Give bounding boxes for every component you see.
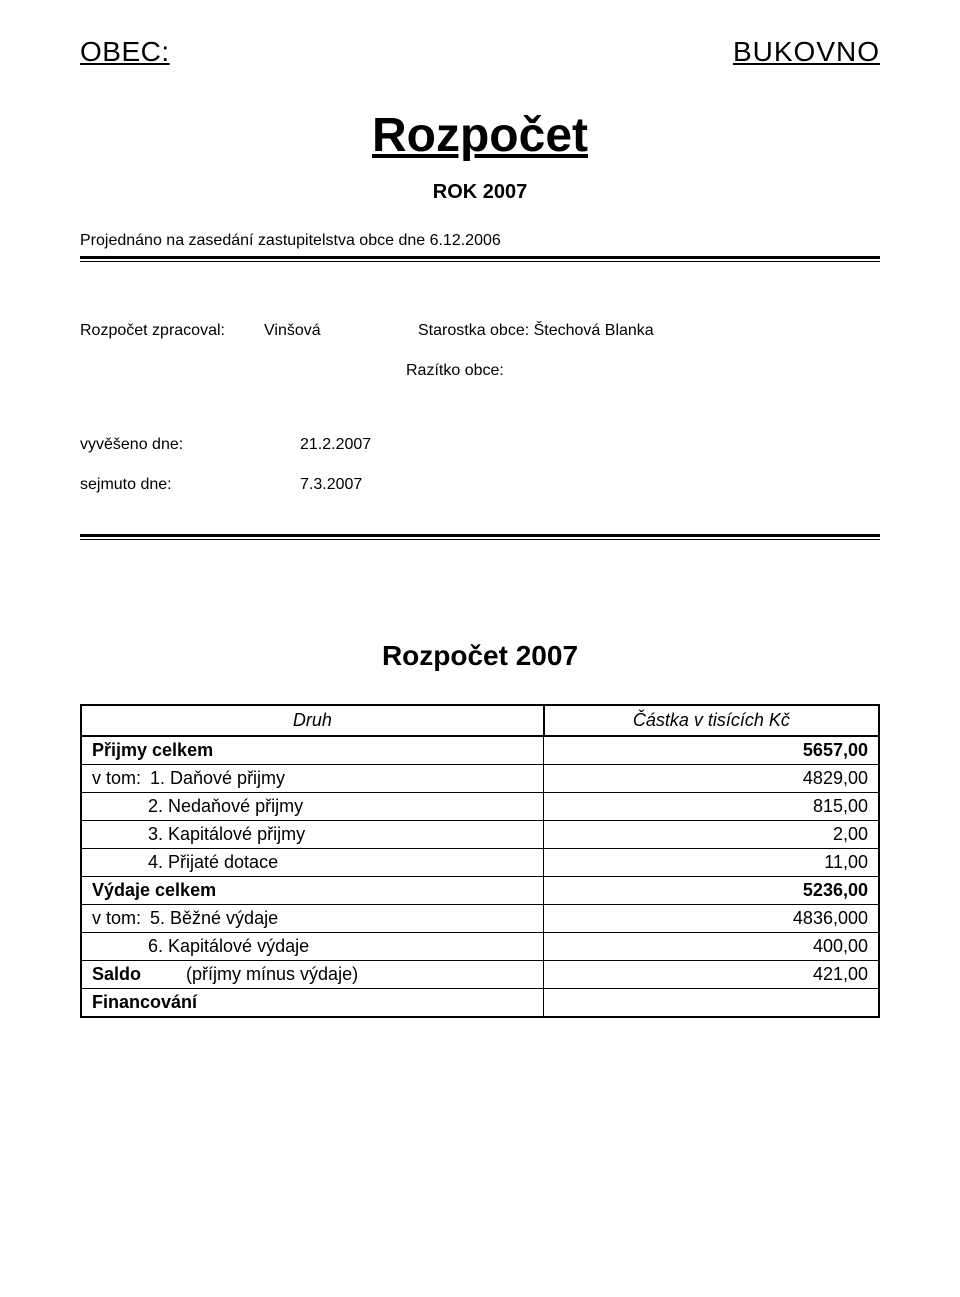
page-subtitle: ROK 2007: [80, 181, 880, 204]
table-row: v tom:1. Daňové přijmy 4829,00: [81, 765, 879, 793]
table-header-row: Druh Částka v tisících Kč: [81, 705, 879, 736]
meta-block: Rozpočet zpracoval: Vinšová Starostka ob…: [80, 322, 880, 380]
cell-value: 5657,00: [544, 736, 879, 765]
removed-value: 7.3.2007: [300, 476, 362, 494]
table-row: Výdaje celkem 5236,00: [81, 877, 879, 905]
cell-value: [544, 989, 879, 1018]
header-label: OBEC:: [80, 36, 170, 68]
header-municipality: BUKOVNO: [733, 36, 880, 68]
header-line: OBEC: BUKOVNO: [80, 36, 880, 68]
table-row: 6. Kapitálové výdaje 400,00: [81, 933, 879, 961]
page-title: Rozpočet: [80, 108, 880, 163]
saldo-suffix: (příjmy mínus výdaje): [186, 964, 358, 984]
zpracoval-label: Rozpočet zpracoval:: [80, 322, 250, 340]
meeting-line: Projednáno na zasedání zastupitelstva ob…: [80, 232, 880, 250]
table-row: Saldo (příjmy mínus výdaje) 421,00: [81, 961, 879, 989]
cell-label: v tom:5. Běžné výdaje: [81, 905, 544, 933]
row-text: 5. Běžné výdaje: [150, 908, 278, 928]
cell-label: Výdaje celkem: [81, 877, 544, 905]
stamp-label: Razítko obce:: [406, 362, 880, 380]
cell-value: 815,00: [544, 793, 879, 821]
table-row: v tom:5. Běžné výdaje 4836,000: [81, 905, 879, 933]
cell-label: 3. Kapitálové přijmy: [81, 821, 544, 849]
col-castka: Částka v tisících Kč: [544, 705, 879, 736]
page: OBEC: BUKOVNO Rozpočet ROK 2007 Projedná…: [0, 0, 960, 1297]
removed-label: sejmuto dne:: [80, 476, 300, 494]
vtom-prefix: v tom:: [92, 768, 150, 789]
table-row: Přijmy celkem 5657,00: [81, 736, 879, 765]
cell-label: Financování: [81, 989, 544, 1018]
posted-label: vyvěšeno dne:: [80, 436, 300, 454]
cell-label: 2. Nedaňové přijmy: [81, 793, 544, 821]
posted-value: 21.2.2007: [300, 436, 371, 454]
cell-value: 421,00: [544, 961, 879, 989]
cell-label: Přijmy celkem: [81, 736, 544, 765]
cell-label: 6. Kapitálové výdaje: [81, 933, 544, 961]
table-row: 2. Nedaňové přijmy 815,00: [81, 793, 879, 821]
cell-value: 4829,00: [544, 765, 879, 793]
cell-value: 4836,000: [544, 905, 879, 933]
starostka-label: Starostka obce: Štechová Blanka: [418, 322, 654, 340]
cell-label: Saldo (příjmy mínus výdaje): [81, 961, 544, 989]
cell-value: 11,00: [544, 849, 879, 877]
row-text: 1. Daňové přijmy: [150, 768, 285, 788]
summary-table: Druh Částka v tisících Kč Přijmy celkem …: [80, 704, 880, 1018]
cell-label: v tom:1. Daňové přijmy: [81, 765, 544, 793]
dates-block: vyvěšeno dne: 21.2.2007 sejmuto dne: 7.3…: [80, 436, 880, 494]
meta-row-zprac: Rozpočet zpracoval: Vinšová Starostka ob…: [80, 322, 880, 340]
table-row: 3. Kapitálové přijmy 2,00: [81, 821, 879, 849]
zpracoval-value: Vinšová: [264, 322, 404, 340]
posted-row: vyvěšeno dne: 21.2.2007: [80, 436, 880, 454]
removed-row: sejmuto dne: 7.3.2007: [80, 476, 880, 494]
cell-label: 4. Přijaté dotace: [81, 849, 544, 877]
cell-value: 2,00: [544, 821, 879, 849]
col-druh: Druh: [81, 705, 544, 736]
table-row: 4. Přijaté dotace 11,00: [81, 849, 879, 877]
table-row: Financování: [81, 989, 879, 1018]
cell-value: 5236,00: [544, 877, 879, 905]
saldo-label: Saldo: [92, 964, 141, 984]
double-rule: [80, 256, 880, 262]
vtom-prefix: v tom:: [92, 908, 150, 929]
double-rule-2: [80, 534, 880, 540]
cell-value: 400,00: [544, 933, 879, 961]
section-title: Rozpočet 2007: [80, 640, 880, 672]
